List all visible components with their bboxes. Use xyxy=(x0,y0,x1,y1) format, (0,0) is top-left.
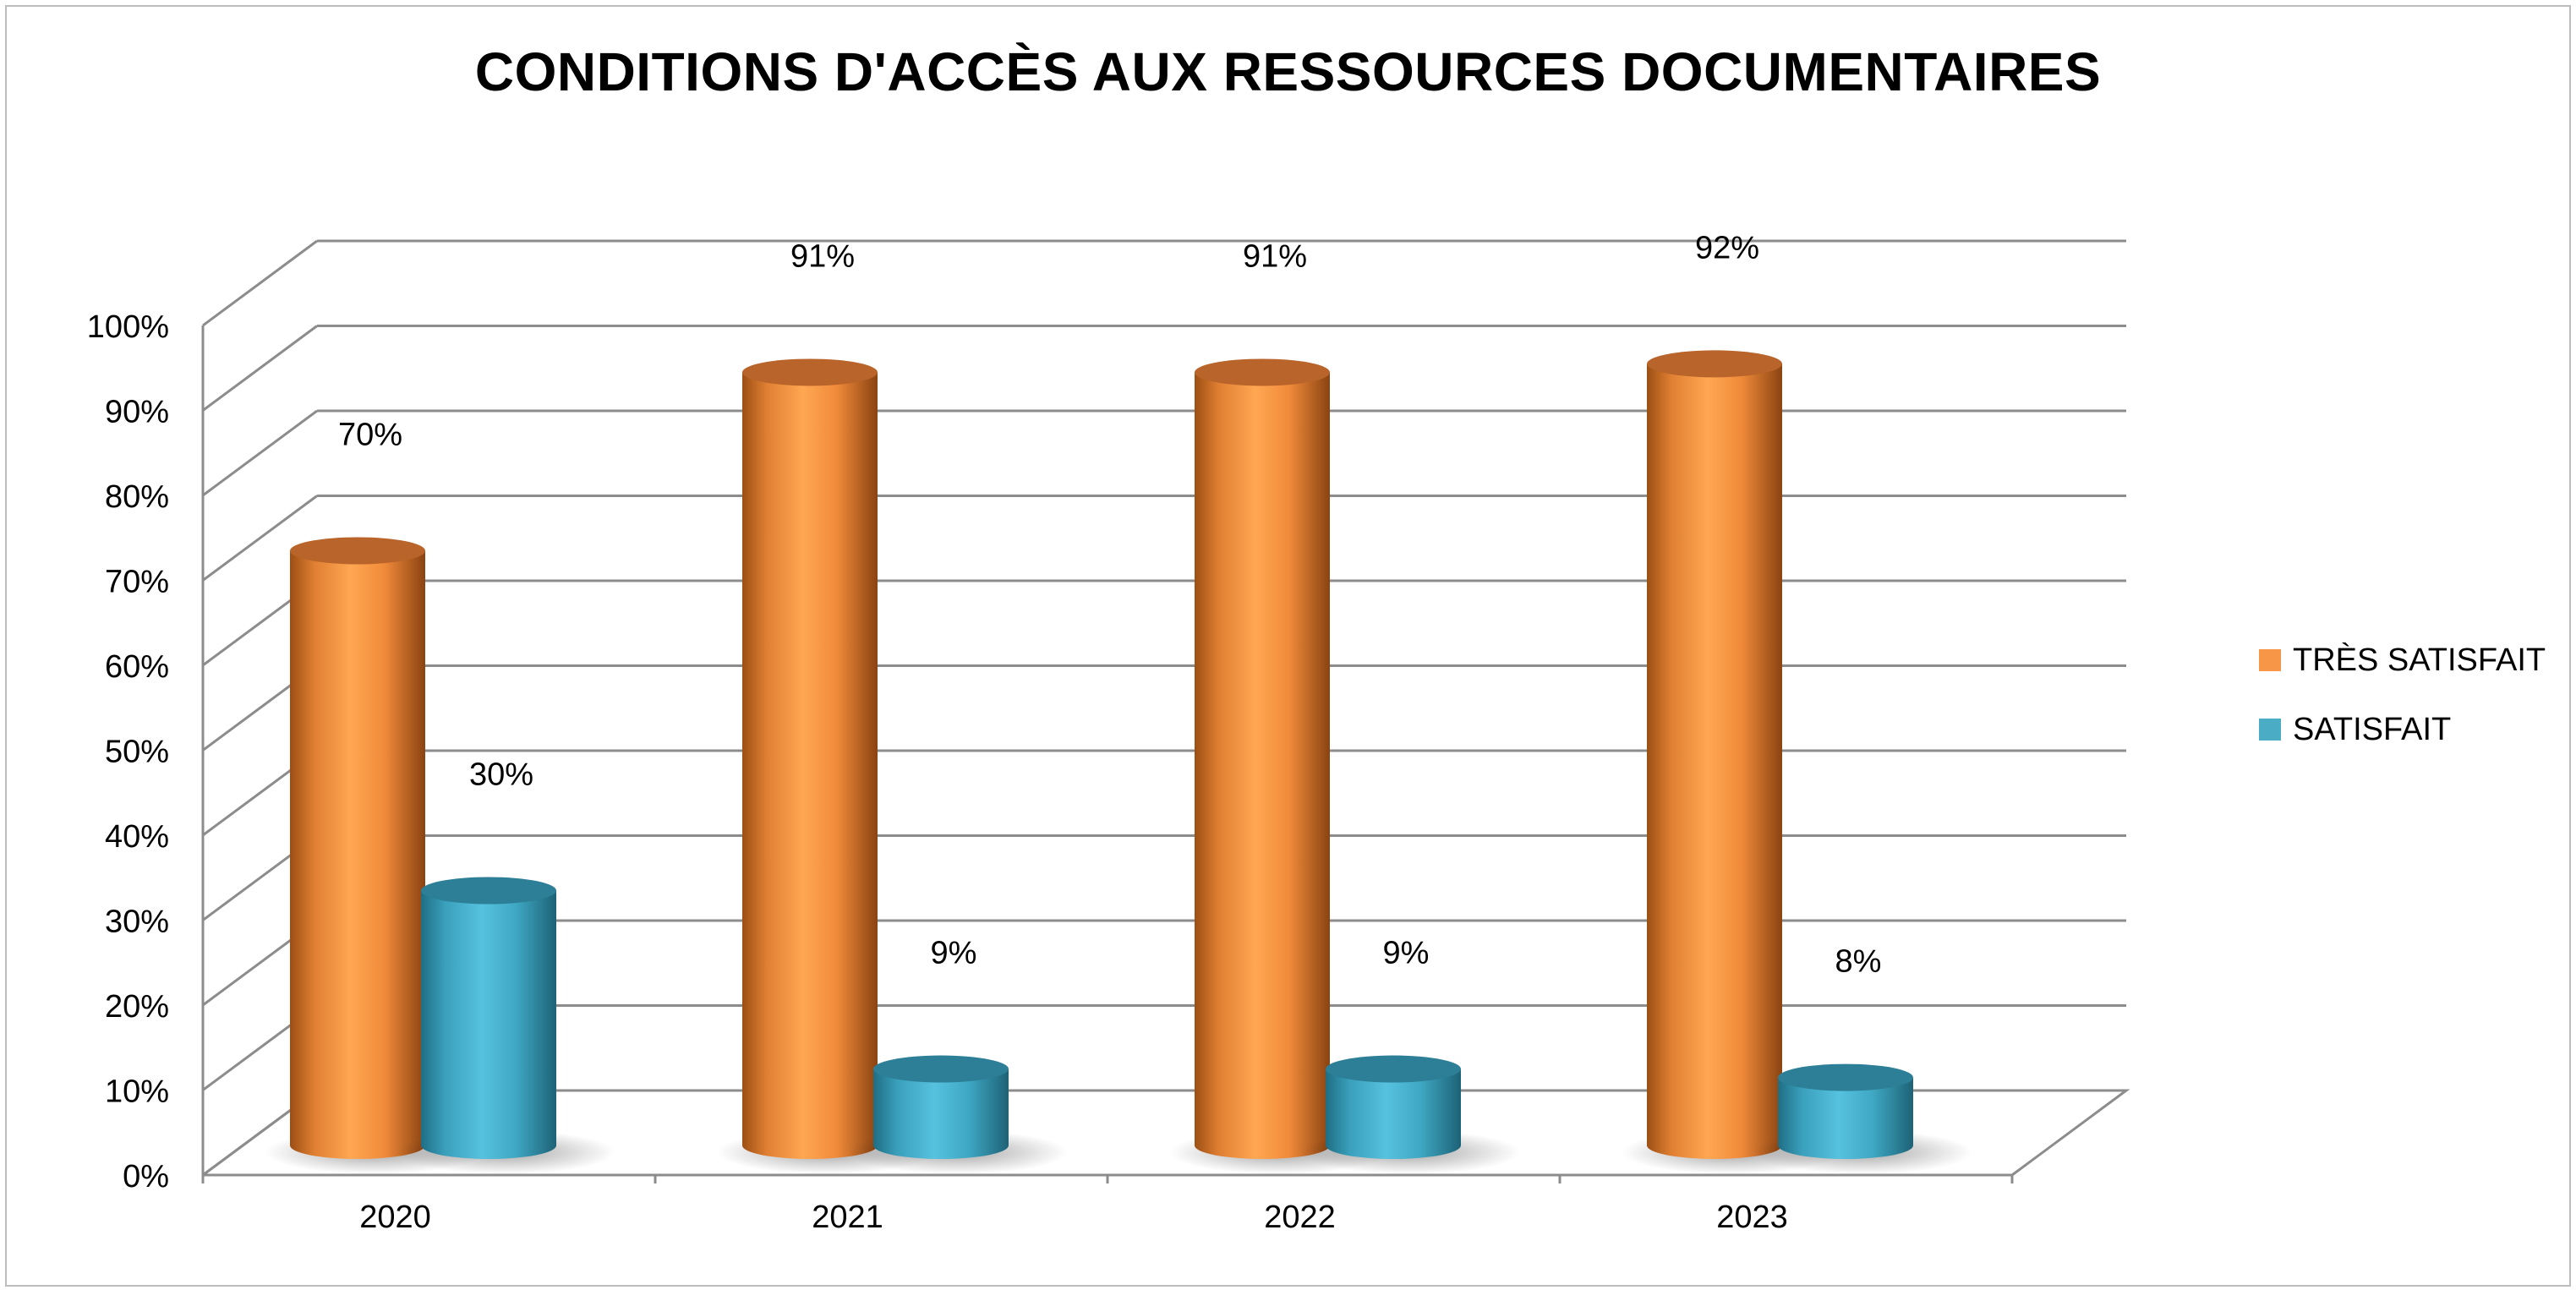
legend-item-tres-satisfait: TRÈS SATISFAIT xyxy=(2259,641,2546,680)
legend-swatch-tres-satisfait xyxy=(2259,649,2281,671)
bar-top-tres-satisfait xyxy=(1647,350,1782,378)
legend-label-tres-satisfait: TRÈS SATISFAIT xyxy=(2293,642,2546,678)
data-label: 91% xyxy=(790,238,855,274)
bar-satisfait xyxy=(1326,1069,1461,1159)
legend-swatch-satisfait xyxy=(2259,719,2281,741)
x-tick-label: 2023 xyxy=(1716,1200,1788,1235)
y-tick-label: 30% xyxy=(105,905,169,940)
bar-satisfait xyxy=(421,890,556,1159)
y-tick-label: 20% xyxy=(105,989,169,1025)
gridline-side xyxy=(202,495,318,582)
data-label: 9% xyxy=(931,936,977,971)
y-tick-label: 90% xyxy=(105,395,169,430)
bar-tres-satisfait xyxy=(1195,372,1330,1159)
bar-top-satisfait xyxy=(1326,1055,1461,1083)
bar-satisfait xyxy=(873,1069,1009,1159)
data-label: 30% xyxy=(469,757,533,793)
chart-legend: TRÈS SATISFAIT SATISFAIT xyxy=(2259,641,2546,779)
y-tick-label: 40% xyxy=(105,819,169,855)
bar-tres-satisfait xyxy=(290,550,425,1159)
gridline-side xyxy=(202,409,318,497)
y-tick-label: 0% xyxy=(123,1159,169,1194)
data-label: 91% xyxy=(1243,238,1307,274)
data-label: 8% xyxy=(1835,944,1882,980)
chart-title: CONDITIONS D'ACCÈS AUX RESSOURCES DOCUME… xyxy=(474,41,2102,102)
x-tick-label: 2022 xyxy=(1264,1200,1336,1235)
bar-top-satisfait xyxy=(873,1055,1009,1083)
legend-item-satisfait: SATISFAIT xyxy=(2259,710,2546,749)
data-label: 70% xyxy=(338,418,402,453)
x-tick-label: 2021 xyxy=(812,1200,883,1235)
y-tick-label: 70% xyxy=(105,565,169,600)
bar-satisfait xyxy=(1778,1077,1913,1159)
legend-label-satisfait: SATISFAIT xyxy=(2293,711,2452,747)
bar-top-tres-satisfait xyxy=(742,358,878,386)
bar-top-satisfait xyxy=(1778,1063,1913,1091)
bar-top-satisfait xyxy=(421,877,556,905)
data-label: 92% xyxy=(1695,230,1759,265)
bar-top-tres-satisfait xyxy=(1195,358,1330,386)
x-tick-label: 2020 xyxy=(359,1200,431,1235)
y-tick-label: 10% xyxy=(105,1074,169,1110)
bar-top-tres-satisfait xyxy=(290,537,425,565)
y-tick-label: 50% xyxy=(105,735,169,770)
bar-tres-satisfait xyxy=(742,372,878,1159)
y-tick-label: 60% xyxy=(105,649,169,685)
bar-tres-satisfait xyxy=(1647,363,1782,1159)
gridline-side xyxy=(202,239,318,327)
y-tick-label: 100% xyxy=(87,309,169,345)
gridline-side xyxy=(202,325,318,412)
y-tick-label: 80% xyxy=(105,479,169,515)
data-label: 9% xyxy=(1383,936,1430,971)
